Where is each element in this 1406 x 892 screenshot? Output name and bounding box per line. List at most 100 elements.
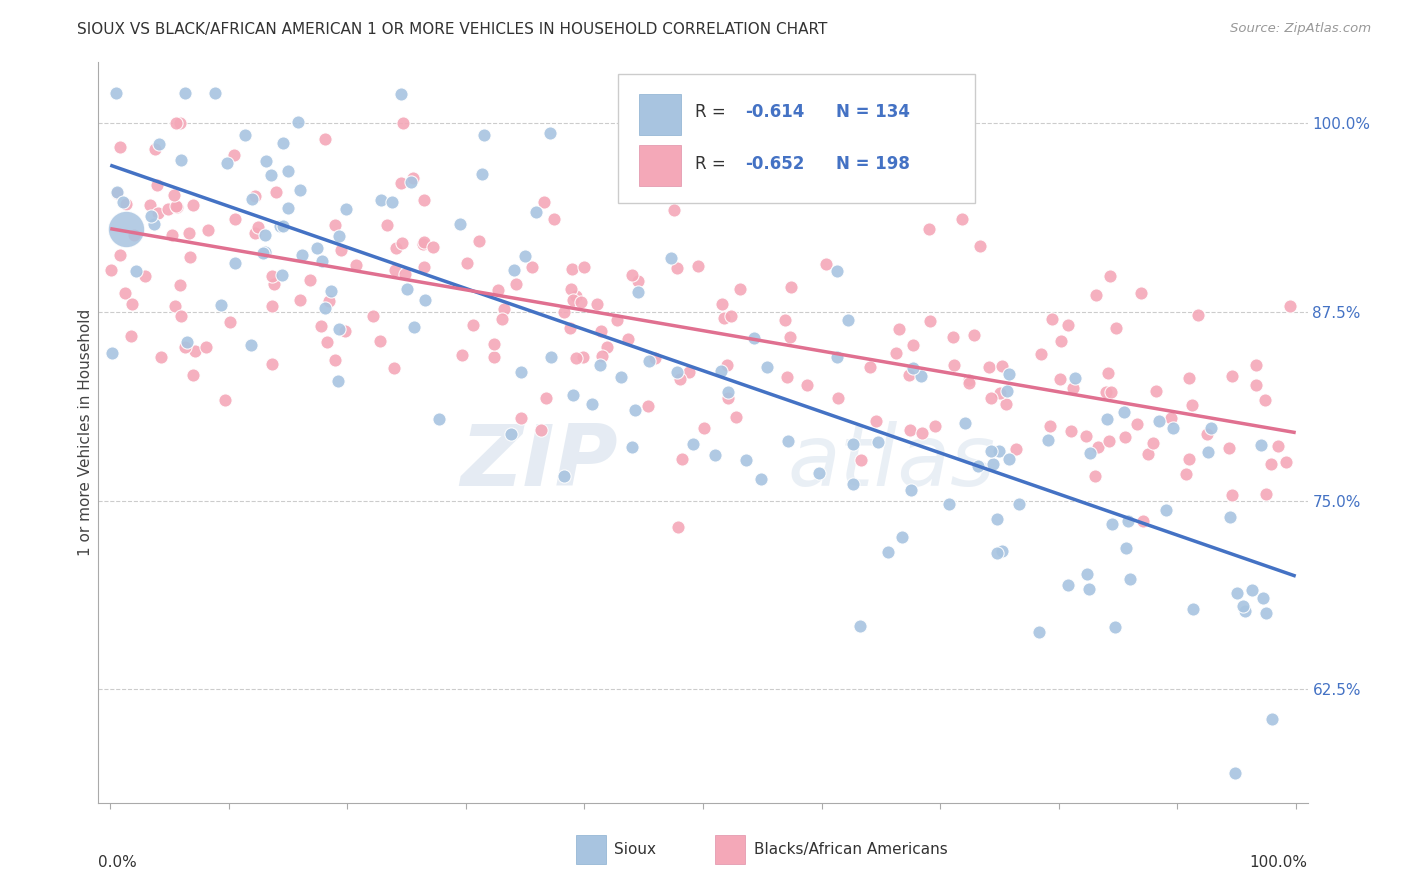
Point (1116, 514, 1139, 528)
Point (859, 359, 882, 374)
Point (413, 293, 436, 307)
Point (1278, 300, 1301, 314)
Point (224, 256, 246, 270)
Point (1078, 446, 1101, 460)
Point (105, 86, 128, 100)
Point (146, 178, 169, 192)
Point (720, 309, 742, 323)
Point (669, 371, 692, 385)
Point (534, 391, 557, 405)
Point (328, 374, 350, 388)
Point (184, 344, 207, 359)
Point (139, 209, 162, 223)
Point (166, 200, 188, 214)
Point (233, 128, 256, 142)
FancyBboxPatch shape (619, 73, 976, 203)
Point (224, 212, 246, 227)
Point (375, 218, 398, 232)
Point (309, 319, 332, 334)
Point (1057, 318, 1080, 333)
Text: ZIP: ZIP (461, 421, 619, 504)
Point (148, 136, 170, 151)
Point (252, 245, 274, 260)
Point (176, 334, 198, 349)
Point (637, 400, 659, 414)
Point (997, 451, 1019, 466)
Point (404, 320, 426, 334)
Point (105, 186, 128, 200)
Point (950, 211, 973, 226)
Point (222, 148, 245, 162)
Point (1197, 445, 1219, 459)
Point (1101, 516, 1123, 531)
Point (686, 259, 709, 273)
Point (124, 264, 146, 278)
Point (100, 262, 122, 277)
Point (796, 377, 818, 392)
Point (491, 311, 513, 326)
Point (897, 368, 920, 382)
Point (1077, 582, 1099, 597)
Point (307, 242, 329, 256)
Point (969, 239, 991, 253)
Point (1050, 334, 1073, 348)
Point (1036, 433, 1059, 447)
Point (391, 236, 413, 251)
Text: SIOUX VS BLACK/AFRICAN AMERICAN 1 OR MORE VEHICLES IN HOUSEHOLD CORRELATION CHAR: SIOUX VS BLACK/AFRICAN AMERICAN 1 OR MOR… (77, 22, 828, 37)
Point (827, 351, 849, 365)
Point (162, 187, 184, 202)
Point (851, 452, 873, 467)
Point (335, 202, 357, 216)
Point (661, 251, 683, 265)
Text: 100.0%: 100.0% (1250, 855, 1308, 870)
Point (666, 520, 689, 534)
Point (291, 247, 314, 261)
Point (1156, 503, 1178, 517)
Point (841, 476, 863, 491)
Point (1250, 438, 1272, 452)
Point (427, 411, 450, 425)
Point (522, 260, 544, 274)
Text: atlas: atlas (787, 421, 995, 504)
Point (963, 327, 986, 342)
Point (1225, 585, 1247, 599)
Point (449, 217, 471, 231)
Point (111, 194, 134, 209)
Point (953, 416, 976, 430)
Point (413, 235, 436, 249)
Text: N = 198: N = 198 (837, 155, 910, 173)
Point (381, 195, 404, 210)
Point (323, 353, 346, 368)
Point (710, 296, 733, 310)
Point (1161, 421, 1184, 435)
Point (841, 437, 863, 451)
Point (991, 359, 1014, 373)
Point (865, 414, 887, 428)
Point (627, 285, 650, 299)
Point (120, 329, 142, 343)
Point (240, 192, 263, 206)
Point (181, 197, 204, 211)
Point (624, 403, 647, 417)
Point (271, 136, 294, 150)
Point (569, 295, 592, 310)
Point (1147, 414, 1170, 428)
Text: R =: R = (695, 103, 731, 121)
Point (288, 182, 311, 196)
Point (713, 311, 735, 326)
Point (981, 457, 1004, 471)
Point (666, 364, 689, 378)
Text: Source: ZipAtlas.com: Source: ZipAtlas.com (1230, 22, 1371, 36)
Point (1095, 384, 1118, 399)
Point (260, 299, 283, 313)
Point (288, 293, 311, 307)
Point (170, 153, 193, 168)
Point (900, 483, 922, 497)
Point (530, 423, 553, 437)
Point (564, 351, 586, 366)
Point (1174, 467, 1197, 482)
Point (1105, 320, 1128, 334)
Point (1049, 372, 1071, 386)
Point (825, 264, 848, 278)
Point (1114, 405, 1136, 419)
